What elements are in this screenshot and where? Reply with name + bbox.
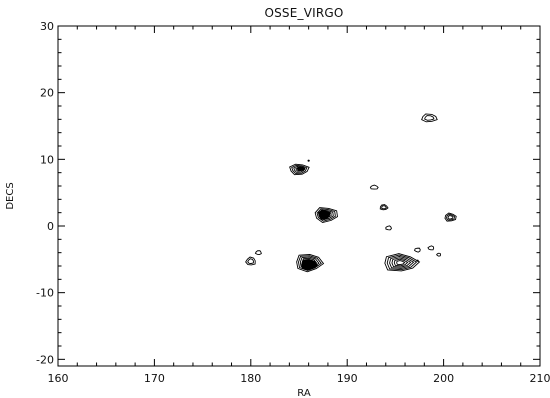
y-tick-label: -20 — [36, 353, 54, 366]
contour-line — [446, 213, 456, 221]
contour-line — [381, 205, 387, 210]
chart-title: OSSE_VIRGO — [264, 6, 343, 20]
contour-line — [291, 164, 308, 174]
contour-line — [289, 163, 310, 176]
contour-line — [427, 245, 435, 251]
contour-line — [391, 257, 412, 268]
contour-line — [386, 254, 418, 271]
contour-line — [424, 115, 435, 121]
contour-line — [245, 256, 256, 266]
contour-dot — [416, 259, 419, 262]
contour-line — [444, 212, 457, 222]
y-tick-label: 10 — [40, 153, 54, 166]
contour-dot — [307, 159, 310, 162]
x-tick-label: 210 — [530, 372, 550, 385]
x-tick-label: 160 — [48, 372, 69, 385]
contour-line — [396, 260, 406, 266]
contour-core — [296, 165, 306, 172]
y-axis-label: DECS — [5, 182, 16, 209]
contour-line — [298, 255, 322, 271]
contour-line — [369, 184, 379, 190]
x-tick-label: 190 — [337, 372, 358, 385]
contour-line — [299, 256, 320, 270]
y-tick-label: 20 — [40, 87, 54, 100]
plot-frame — [57, 25, 541, 367]
x-tick-label: 200 — [433, 372, 454, 385]
contour-core — [317, 209, 331, 221]
contour-line — [314, 207, 338, 224]
y-tick-label: 0 — [47, 220, 54, 233]
axes-layer: 160 170 180 190 200 210 -20 -10 0 10 20 30 — [36, 20, 550, 385]
dots-layer — [307, 159, 419, 262]
x-axis-label: RA — [297, 388, 311, 398]
contour-line — [385, 225, 392, 231]
contour-line — [247, 258, 254, 264]
contour-line — [436, 252, 441, 257]
y-tick-label: 30 — [40, 20, 54, 33]
y-tick-label: -10 — [36, 287, 54, 300]
cores-layer — [296, 165, 331, 271]
x-tick-label: 170 — [144, 372, 165, 385]
contour-line — [379, 204, 389, 211]
contour-line — [384, 253, 421, 272]
contour-line — [414, 247, 421, 253]
contour-line — [447, 214, 454, 220]
x-tick-label: 180 — [240, 372, 261, 385]
contour-line — [254, 250, 262, 256]
contour-line — [389, 255, 415, 269]
contour-line — [421, 113, 438, 123]
contour-line — [296, 254, 325, 273]
contour-line — [393, 258, 409, 267]
contour-line — [316, 208, 336, 222]
contour-core — [301, 259, 318, 271]
